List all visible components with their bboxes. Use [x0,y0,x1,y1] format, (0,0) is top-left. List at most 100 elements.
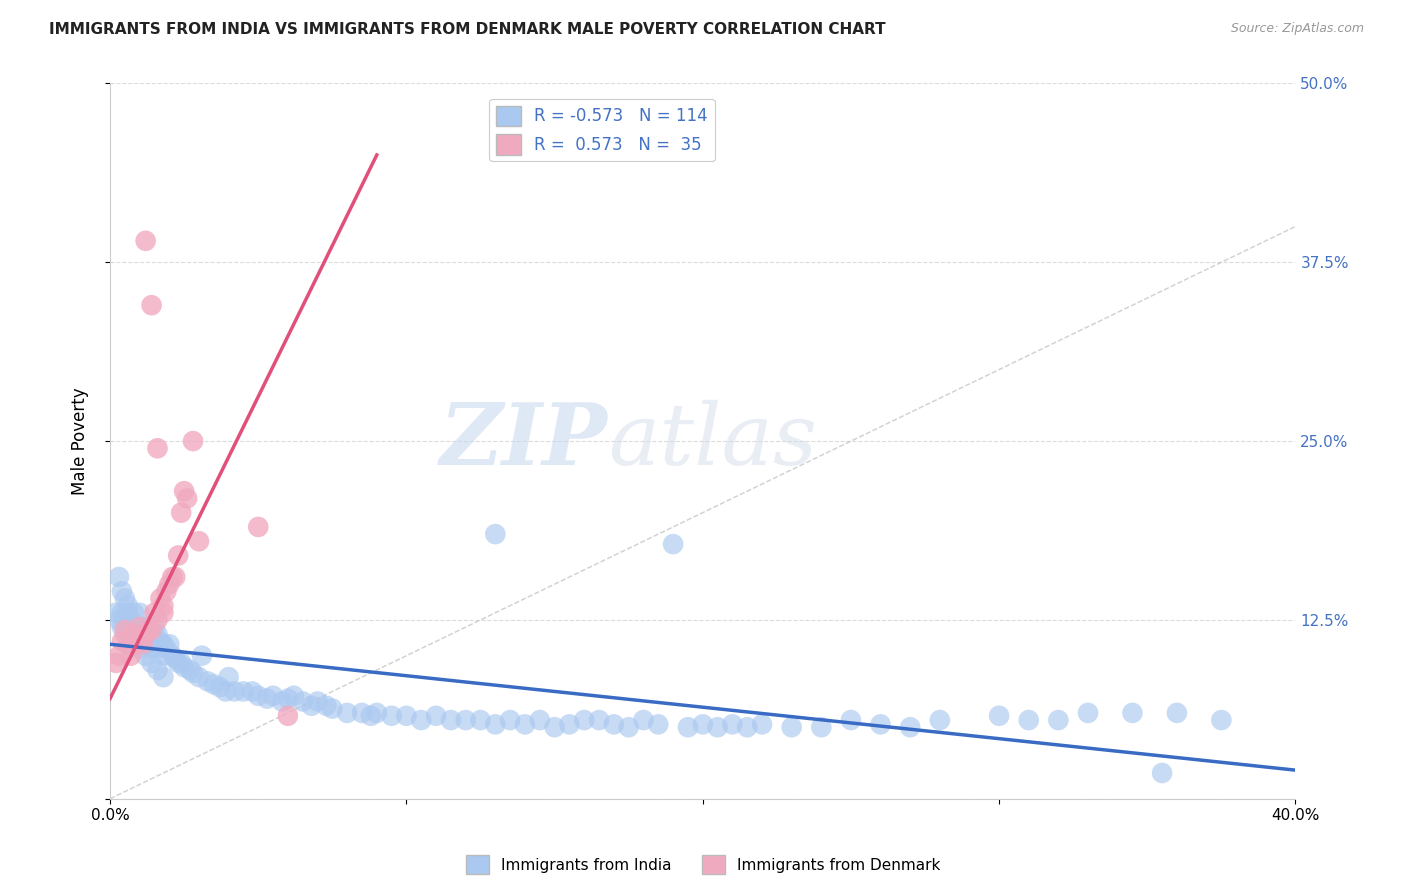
Point [692,717,714,731]
Point [111,584,134,599]
Point [122,606,145,620]
Point [780,720,803,734]
Point [125,632,148,646]
Point [454,713,477,727]
Point [128,641,150,656]
Point [141,656,163,670]
Point [588,713,610,727]
Point [162,648,184,663]
Point [321,701,343,715]
Point [125,620,148,634]
Legend: Immigrants from India, Immigrants from Denmark: Immigrants from India, Immigrants from D… [460,849,946,880]
Point [301,698,323,713]
Point [647,717,669,731]
Point [1211,713,1233,727]
Point [170,506,193,520]
Point [179,663,201,677]
Point [1018,713,1040,727]
Point [181,434,204,449]
Point [735,720,758,734]
Point [603,717,626,731]
Point [167,549,190,563]
Point [360,708,382,723]
Point [128,606,150,620]
Point [146,613,169,627]
Point [247,689,270,703]
Point [131,637,153,651]
Point [232,684,254,698]
Point [146,442,169,456]
Point [617,720,640,734]
Point [529,713,551,727]
Point [122,623,145,637]
Point [152,648,174,663]
Point [202,677,225,691]
Y-axis label: Male Poverty: Male Poverty [72,387,89,495]
Point [1166,706,1188,720]
Point [143,634,166,648]
Point [135,620,157,634]
Point [484,717,506,731]
Point [165,651,187,665]
Point [155,641,177,656]
Point [111,634,134,648]
Point [988,708,1011,723]
Point [131,620,153,634]
Point [240,684,263,698]
Point [350,706,373,720]
Point [114,623,136,637]
Point [218,670,240,684]
Point [141,627,163,641]
Point [152,670,174,684]
Point [411,713,433,727]
Point [499,713,522,727]
Point [262,689,284,703]
Point [307,694,329,708]
Point [898,720,921,734]
Point [706,720,728,734]
Point [120,627,142,641]
Point [157,577,180,591]
Point [114,591,136,606]
Point [271,694,294,708]
Point [173,484,195,499]
Point [558,717,581,731]
Point [111,620,134,634]
Point [143,620,166,634]
Point [470,713,492,727]
Point [1077,706,1099,720]
Point [152,599,174,613]
Point [170,656,193,670]
Point [165,570,187,584]
Point [105,606,128,620]
Point [149,591,172,606]
Point [574,713,596,727]
Point [155,584,177,599]
Point [128,627,150,641]
Point [214,684,236,698]
Point [114,627,136,641]
Point [135,648,157,663]
Point [141,623,163,637]
Text: atlas: atlas [607,400,817,483]
Point [366,706,388,720]
Point [315,698,337,713]
Point [128,620,150,634]
Point [291,694,314,708]
Point [135,234,157,248]
Point [120,613,142,627]
Point [111,606,134,620]
Point [197,674,219,689]
Point [1121,706,1143,720]
Point [336,706,359,720]
Point [208,680,231,694]
Point [122,637,145,651]
Point [135,627,157,641]
Point [152,637,174,651]
Point [114,613,136,627]
Point [143,606,166,620]
Text: ZIP: ZIP [440,400,607,483]
Point [117,637,139,651]
Point [751,717,773,731]
Point [117,599,139,613]
